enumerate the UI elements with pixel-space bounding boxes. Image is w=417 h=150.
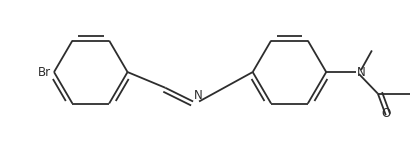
Text: N: N bbox=[357, 66, 366, 79]
Text: O: O bbox=[381, 107, 390, 120]
Text: N: N bbox=[194, 90, 203, 102]
Text: Br: Br bbox=[38, 66, 51, 79]
